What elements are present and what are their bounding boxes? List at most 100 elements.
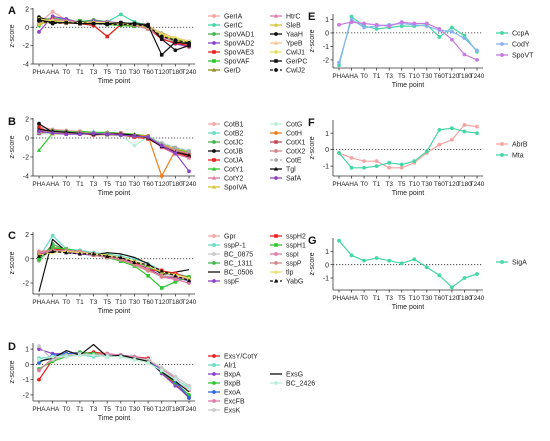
panel-label: A xyxy=(8,5,16,17)
x-tick-label: T180 xyxy=(457,181,472,188)
legend-label: CodY xyxy=(512,42,530,49)
legend-swatch-marker xyxy=(212,279,216,283)
legend: CotB1 CotB2 CotJC CotJB CotJA CotY1 CotY2 SpoIV… xyxy=(208,122,306,192)
legend-label: BC_1311 xyxy=(224,261,253,268)
legend-item: SleB xyxy=(270,23,301,30)
x-tick-label: PHA xyxy=(32,406,46,413)
x-tick-label: T5 xyxy=(398,295,406,302)
x-tick-label: T180 xyxy=(168,69,183,76)
chart-panel-a: A -4 -2 0 2 PHA AHA T0 T1 T3 T5 T10 T30 T60 T120 T180 T2… xyxy=(8,5,307,85)
legend-label: CotJC xyxy=(224,140,243,147)
legend-item: Alr1 xyxy=(208,363,237,370)
data-point xyxy=(412,257,417,262)
legend-label: GerIC xyxy=(224,23,243,30)
series-line xyxy=(38,11,190,49)
x-axis-title: Time point xyxy=(98,190,130,197)
data-point xyxy=(349,253,354,258)
data-point xyxy=(387,160,392,165)
data-point xyxy=(399,20,404,24)
data-point xyxy=(450,137,454,142)
legend: SigA xyxy=(496,260,527,267)
legend-label: sspP xyxy=(286,261,302,268)
x-tick-label: T180 xyxy=(457,295,472,302)
data-point xyxy=(37,129,41,134)
legend-label: BxpA xyxy=(224,372,241,379)
legend-swatch-marker xyxy=(212,32,216,36)
legend-item: BC_2426 xyxy=(270,381,315,388)
legend-swatch-marker xyxy=(212,390,216,394)
legend-swatch-marker xyxy=(211,67,217,72)
data-point xyxy=(437,26,442,31)
x-tick-label: T60 xyxy=(143,181,154,188)
series-cwlj2 xyxy=(37,18,191,45)
legend-label: ExsG xyxy=(286,372,303,379)
data-point xyxy=(374,22,379,27)
legend-item: CotB2 xyxy=(208,131,244,138)
data-point xyxy=(349,155,354,160)
x-tick-label: T0 xyxy=(360,295,368,302)
data-point xyxy=(173,273,178,278)
legend-label: sspH2 xyxy=(286,234,306,241)
legend-item: sspP xyxy=(270,261,302,268)
data-point xyxy=(118,12,123,17)
legend-label: CotB2 xyxy=(224,131,244,138)
x-tick-label: T1 xyxy=(76,299,84,306)
data-point xyxy=(118,22,123,27)
x-tick-label: T1 xyxy=(373,181,381,188)
data-point xyxy=(146,24,150,29)
data-point xyxy=(450,126,454,131)
series-line xyxy=(38,353,190,391)
x-tick-label: PHA xyxy=(32,69,46,76)
data-point xyxy=(475,272,479,276)
data-point xyxy=(362,165,366,170)
x-tick-label: T3 xyxy=(90,181,98,188)
y-tick-label: 1 xyxy=(325,17,329,24)
y-axis-title: z-score xyxy=(309,252,316,275)
data-point xyxy=(146,269,150,273)
data-point xyxy=(387,165,392,170)
x-tick-label: T120 xyxy=(154,69,169,76)
x-tick-label: T30 xyxy=(421,181,432,188)
legend-label: Tgl xyxy=(286,167,296,174)
data-point xyxy=(50,233,55,238)
legend-label: GerIA xyxy=(224,14,243,21)
legend-label: YpeB xyxy=(286,41,303,48)
y-tick-label: -2 xyxy=(23,392,29,399)
legend-item: sspI xyxy=(270,252,299,259)
x-tick-label: T180 xyxy=(457,73,472,80)
data-point xyxy=(187,396,191,400)
series-line xyxy=(38,123,190,158)
legend-item: Mta xyxy=(496,153,524,160)
data-point xyxy=(37,344,41,348)
panel-label: G xyxy=(308,235,317,247)
data-point xyxy=(78,353,82,358)
data-point xyxy=(118,354,123,359)
series-tgl xyxy=(36,127,192,157)
x-tick-label: PHA xyxy=(332,181,346,188)
series-spovt xyxy=(337,20,479,62)
y-tick-label: 2 xyxy=(25,7,29,14)
legend-swatch-marker xyxy=(274,234,278,238)
legend-item: ExcFB xyxy=(208,399,245,406)
legend-swatch-marker xyxy=(274,131,278,135)
data-point xyxy=(462,123,467,127)
legend-item: CwlJ1 xyxy=(270,50,305,57)
legend-item: BC_0875 xyxy=(208,252,253,259)
y-axis-title: z-score xyxy=(9,24,16,47)
x-tick-label: T60 xyxy=(143,406,154,413)
legend-swatch-marker xyxy=(212,59,216,63)
legend-label: CotY1 xyxy=(224,167,244,174)
data-point xyxy=(437,35,442,39)
x-tick-label: T10 xyxy=(115,299,126,306)
x-tick-label: T240 xyxy=(470,181,485,188)
legend-label: sspI xyxy=(286,252,299,259)
legend-swatch-marker xyxy=(212,381,216,385)
data-point xyxy=(187,149,191,154)
legend: AbrB Mta xyxy=(496,142,528,160)
data-point xyxy=(159,273,164,278)
legend-item: GerIA xyxy=(208,14,243,21)
data-point xyxy=(132,22,137,27)
data-point xyxy=(37,249,41,254)
data-point xyxy=(362,25,366,30)
legend-label: AbrB xyxy=(512,142,528,149)
